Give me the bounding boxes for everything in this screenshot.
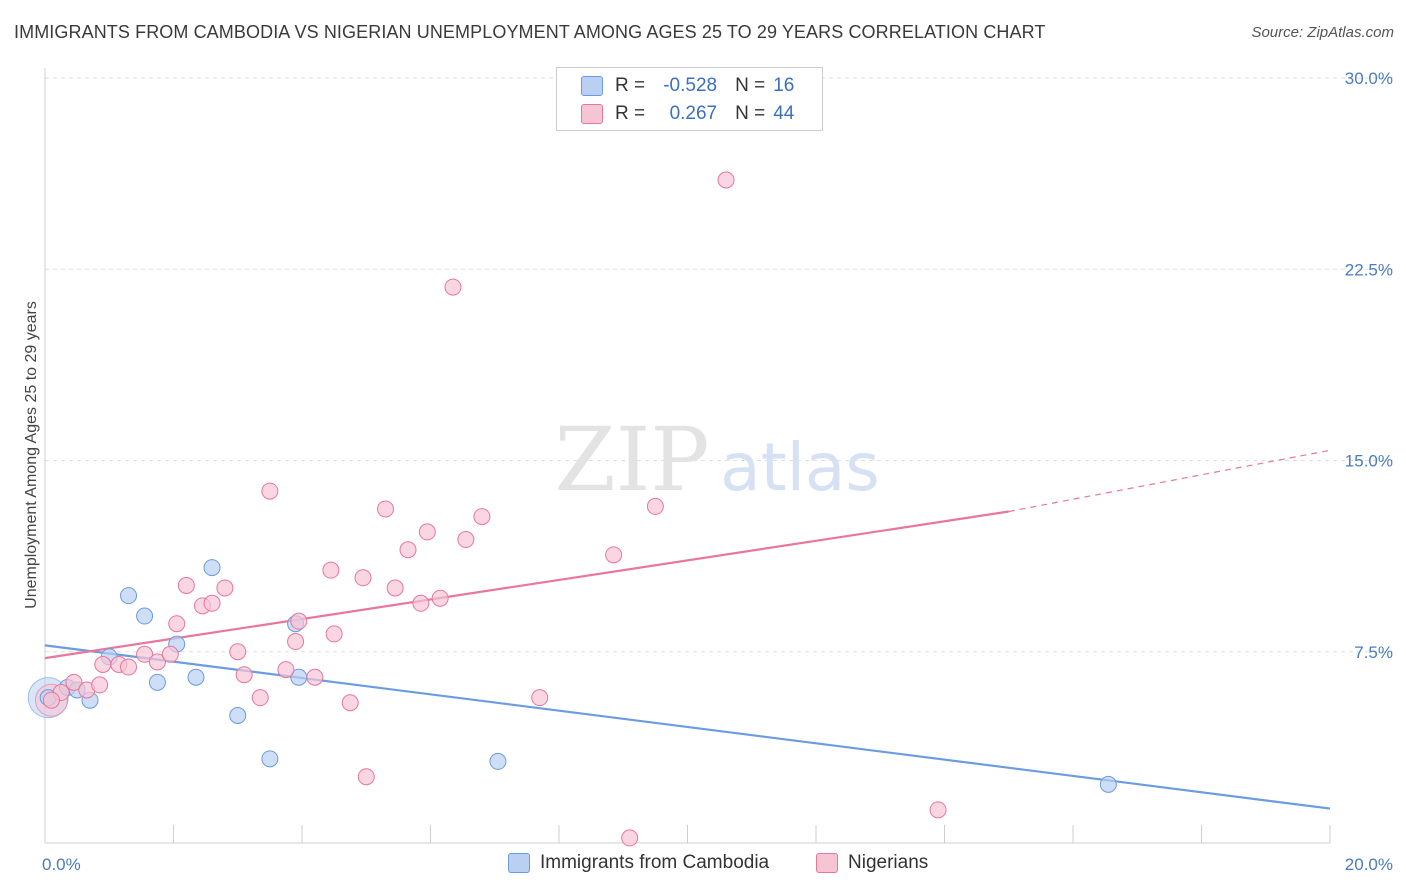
- legend-swatch-cambodia: [581, 76, 603, 96]
- point-cambodia: [187, 668, 205, 686]
- legend-swatch-nigerians: [581, 104, 603, 124]
- point-nigerians: [306, 668, 324, 686]
- point-nigerians: [235, 666, 253, 684]
- point-cambodia: [261, 750, 279, 768]
- legend-r-label: R =: [615, 75, 646, 96]
- point-nigerians: [148, 653, 166, 671]
- gridlines: [45, 77, 1393, 653]
- legend-r-value-nigerians: 0.267: [669, 103, 718, 124]
- point-nigerians: [136, 645, 154, 663]
- point-nigerians: [91, 676, 109, 694]
- point-nigerians: [290, 612, 308, 630]
- trend-line-nigerians-extension: [1008, 449, 1331, 513]
- x-tick-label-min: 0.0%: [42, 855, 81, 874]
- watermark: ZIP atlas: [554, 408, 879, 511]
- y-axis-label: Unemployment Among Ages 25 to 29 years: [23, 301, 40, 609]
- point-nigerians: [120, 658, 138, 676]
- point-nigerians: [431, 589, 449, 607]
- point-cambodia: [489, 752, 507, 770]
- y-tick-label: 22.5%: [1345, 260, 1393, 279]
- point-nigerians: [621, 829, 639, 847]
- y-tick-label: 30.0%: [1345, 69, 1393, 88]
- legend-n-label: N =: [735, 103, 766, 124]
- y-tick-label: 15.0%: [1345, 452, 1393, 471]
- series-legend: Immigrants from Cambodia Nigerians: [0, 852, 1406, 878]
- legend-item-nigerians[interactable]: Nigerians: [816, 852, 928, 874]
- point-nigerians: [65, 673, 83, 691]
- legend-item-cambodia[interactable]: Immigrants from Cambodia: [508, 852, 769, 874]
- point-nigerians: [277, 661, 295, 679]
- legend-row-cambodia: R = -0.528 N = 16: [581, 74, 794, 98]
- point-nigerians: [322, 561, 340, 579]
- point-nigerians: [216, 579, 234, 597]
- point-nigerians: [377, 500, 395, 518]
- correlation-legend: R = -0.528 N = 16 R = 0.267 N = 44: [556, 67, 823, 131]
- watermark-atlas: atlas: [720, 429, 880, 506]
- point-nigerians: [341, 694, 359, 712]
- legend-row-nigerians: R = 0.267 N = 44: [581, 102, 794, 126]
- point-nigerians: [531, 689, 549, 707]
- point-cambodia: [203, 559, 221, 577]
- chart-title: IMMIGRANTS FROM CAMBODIA VS NIGERIAN UNE…: [14, 22, 1046, 42]
- chart-source: Source: ZipAtlas.com: [1251, 24, 1394, 41]
- point-nigerians: [444, 278, 462, 296]
- x-tick-label-max: 20.0%: [1345, 855, 1393, 874]
- point-nigerians: [42, 691, 60, 709]
- point-cambodia: [120, 587, 138, 605]
- legend-label-nigerians: Nigerians: [848, 852, 929, 873]
- y-tick-label: 7.5%: [1354, 643, 1393, 662]
- point-nigerians: [412, 594, 430, 612]
- tick-labels: 7.5% 15.0% 22.5% 30.0% 0.0% 20.0%: [42, 69, 1393, 874]
- trend-line-nigerians: [44, 510, 1009, 660]
- legend-r-label: R =: [615, 103, 646, 124]
- point-nigerians: [473, 508, 491, 526]
- point-nigerians: [357, 768, 375, 786]
- point-nigerians: [168, 615, 186, 633]
- legend-label-cambodia: Immigrants from Cambodia: [540, 852, 770, 873]
- point-nigerians: [418, 523, 436, 541]
- point-nigerians: [261, 482, 279, 500]
- point-nigerians: [386, 579, 404, 597]
- point-cambodia: [136, 607, 154, 625]
- point-nigerians: [287, 633, 305, 651]
- legend-swatch-cambodia: [508, 853, 530, 873]
- point-cambodia: [148, 673, 166, 691]
- legend-n-value-cambodia: 16: [773, 75, 795, 96]
- watermark-zip: ZIP: [554, 408, 709, 511]
- point-nigerians: [325, 625, 343, 643]
- legend-n-value-nigerians: 44: [773, 103, 795, 124]
- point-nigerians: [229, 643, 247, 661]
- legend-n-label: N =: [735, 75, 766, 96]
- point-nigerians: [354, 569, 372, 587]
- point-nigerians: [717, 171, 735, 189]
- point-nigerians: [929, 801, 947, 819]
- point-nigerians: [399, 541, 417, 559]
- point-cambodia: [1099, 775, 1117, 793]
- point-nigerians: [203, 594, 221, 612]
- point-nigerians: [251, 689, 269, 707]
- data-points: [27, 171, 1117, 847]
- point-cambodia: [229, 707, 247, 724]
- legend-r-value-cambodia: -0.528: [663, 75, 718, 96]
- point-nigerians: [457, 531, 475, 549]
- point-nigerians: [161, 645, 179, 663]
- point-nigerians: [94, 656, 112, 673]
- point-nigerians: [646, 497, 664, 515]
- point-nigerians: [177, 576, 195, 594]
- point-nigerians: [605, 546, 623, 564]
- legend-swatch-nigerians: [816, 853, 838, 873]
